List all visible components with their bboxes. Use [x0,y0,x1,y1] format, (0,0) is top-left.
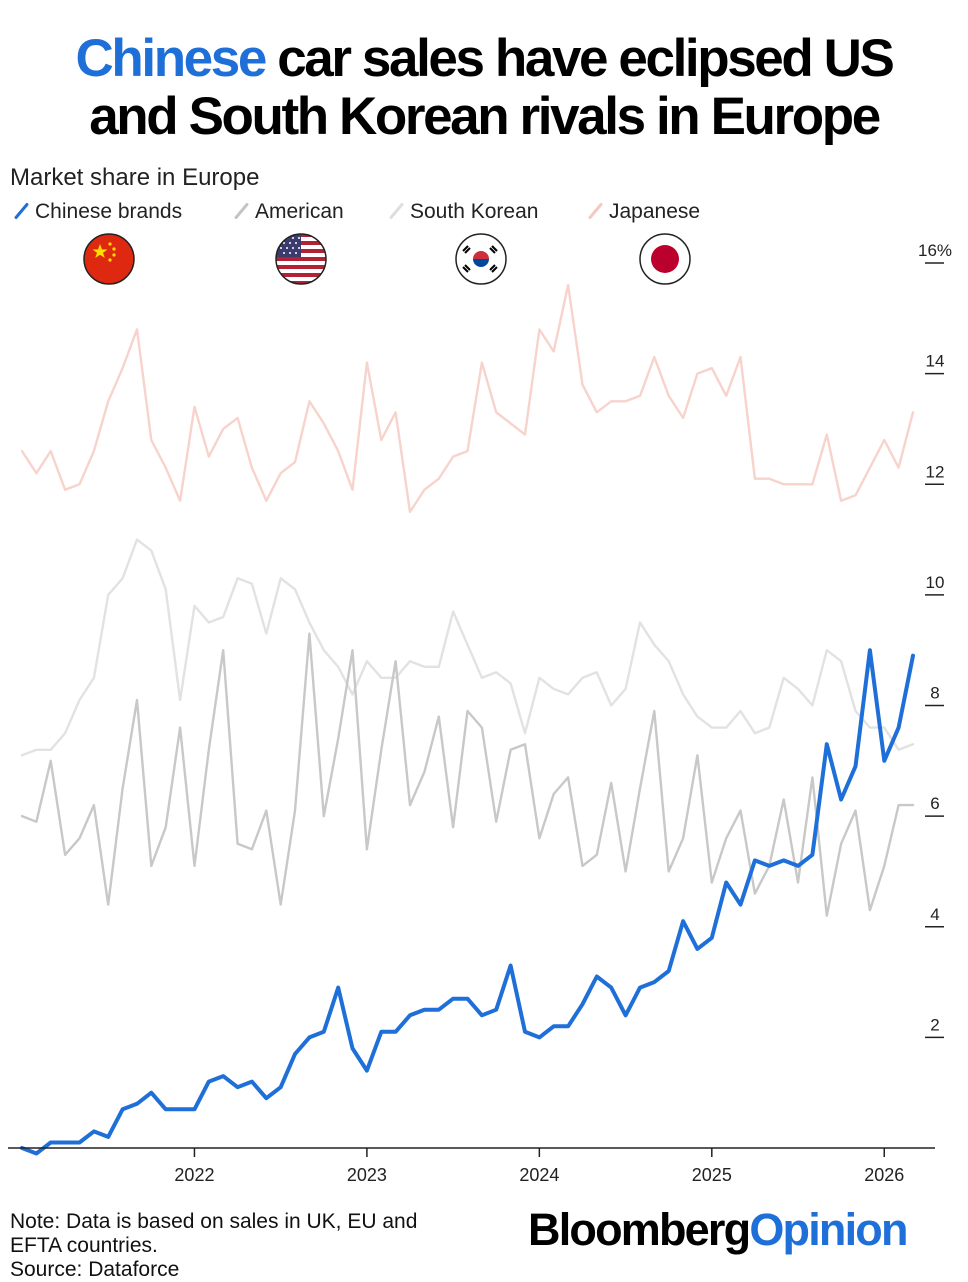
china-flag-icon [83,233,135,285]
note-line-1: Note: Data is based on sales in UK, EU a… [10,1210,418,1233]
y-tick-label: 8 [930,684,939,703]
y-tick-label: 6 [930,794,939,813]
y-tick-label: 16% [918,241,952,260]
note-line-2: EFTA countries. [10,1234,158,1257]
series-line-american [20,632,915,917]
x-tick-label: 2022 [174,1165,214,1185]
y-axis: 2 4 6 8 10 12 14 16% [918,241,952,1039]
x-tick-label: 2024 [519,1165,559,1185]
legend-swatch-chinese [13,202,30,220]
legend-swatch-south-korean [388,202,405,220]
title-line-1-rest: car sales have eclipsed US [264,29,895,88]
legend-item-american: American [233,200,344,224]
legend-item-japanese: Japanese [587,200,701,224]
logo-part-1: Bloomberg [528,1204,751,1255]
legend-label-american: American [255,200,344,223]
title-highlight: Chinese [75,29,268,88]
us-flag-icon [275,233,327,285]
chart-subtitle: Market share in Europe [10,164,260,191]
chart-title: Chinese car sales have eclipsed US and S… [0,30,968,146]
title-line-1: Chinese car sales have eclipsed US [0,30,968,88]
line-chart: 2 4 6 8 10 12 14 16% 2022 2023 2024 2025 2026 [8,241,952,1185]
legend-swatch-japanese [587,202,604,220]
y-tick-label: 12 [926,462,945,481]
series-layer [20,283,915,1156]
legend-swatch-american [233,202,250,220]
footnote: Note: Data is based on sales in UK, EU a… [10,1210,417,1282]
legend-item-south-korean: South Korean [388,200,539,224]
source-line: Source: Dataforce [10,1258,180,1281]
japan-flag-icon [639,233,691,285]
legend-label-japanese: Japanese [609,200,701,223]
series-line-chinese-brands [20,648,915,1156]
legend-label-south-korean: South Korean [410,200,539,223]
x-tick-label: 2026 [864,1165,904,1185]
y-tick-label: 2 [930,1015,939,1034]
south-korea-flag-icon [455,233,507,285]
legend-label-chinese: Chinese brands [35,200,183,223]
legend-item-chinese: Chinese brands [13,200,183,224]
title-line-2: and South Korean rivals in Europe [89,87,881,146]
x-axis: 2022 2023 2024 2025 2026 [8,1147,935,1185]
series-line-south-korean [20,538,915,757]
y-tick-label: 4 [930,905,939,924]
bloomberg-opinion-logo: BloombergOpinion [528,1204,908,1256]
x-tick-label: 2025 [692,1165,732,1185]
logo-part-2: Opinion [749,1204,908,1255]
y-tick-label: 10 [926,573,945,592]
y-tick-label: 14 [926,352,945,371]
x-tick-label: 2023 [347,1165,387,1185]
series-line-japanese [20,283,915,514]
